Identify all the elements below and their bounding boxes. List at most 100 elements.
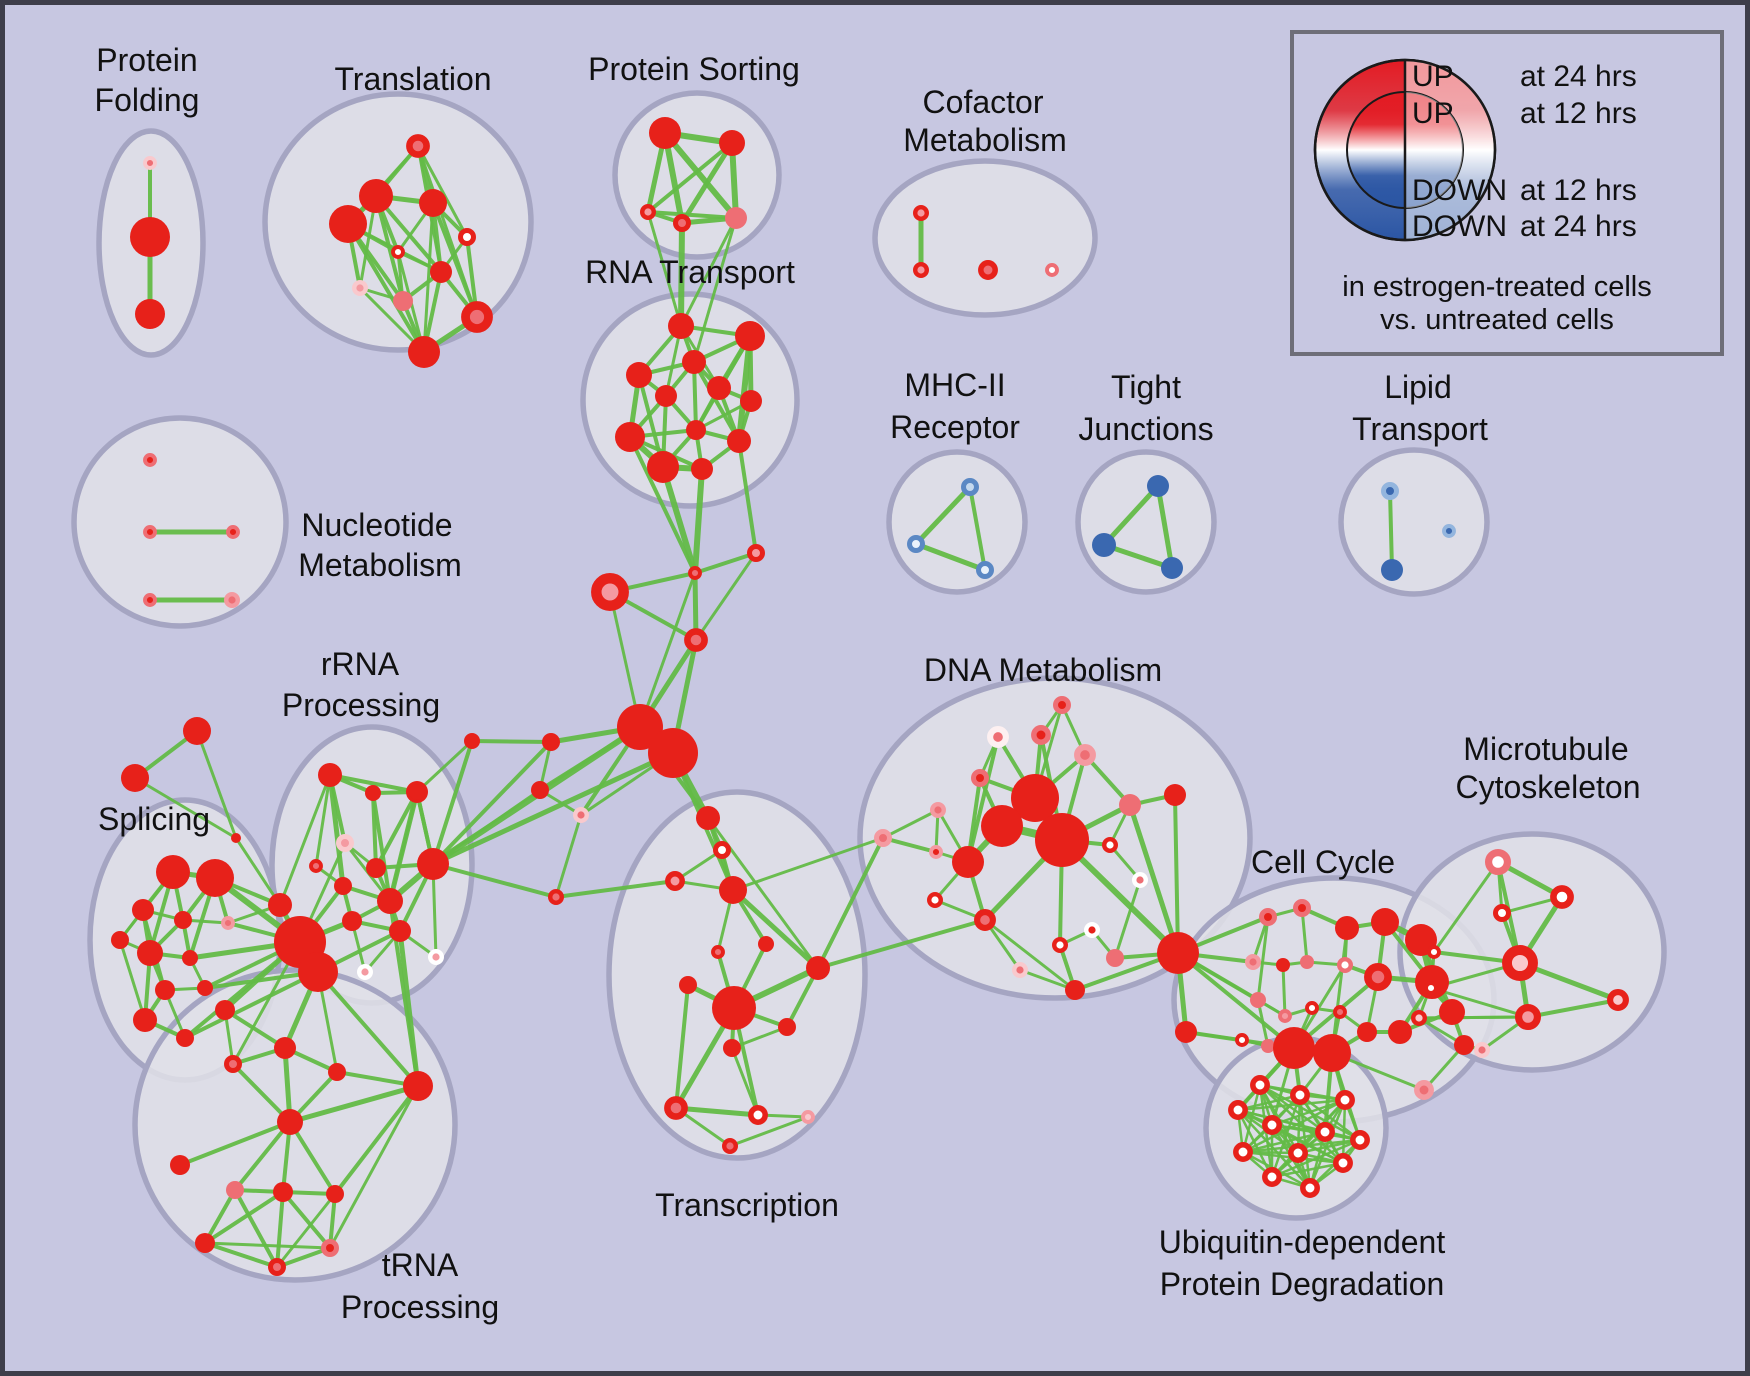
edge-ch0-ch1 — [693, 551, 758, 575]
legend-inner-fade — [1405, 92, 1463, 208]
legend: UP at 24 hrs UP at 12 hrs DOWN at 12 hrs DOWN a… — [1290, 30, 1724, 356]
node-mt0 — [1484, 848, 1511, 875]
node-cc18 — [1313, 1034, 1351, 1072]
node-dm1 — [1031, 725, 1051, 745]
node-tc14 — [801, 1110, 815, 1124]
node-sp3 — [174, 911, 192, 929]
node-rt8 — [686, 420, 706, 440]
node-sp5 — [111, 931, 129, 949]
node-mt7 — [1424, 981, 1438, 995]
edge-ps1-ps3 — [679, 140, 735, 226]
edge-cc2-cc18 — [1330, 926, 1349, 1055]
node-ub0 — [1250, 1075, 1270, 1095]
cluster-label-trna-processing-0: tRNA — [382, 1247, 459, 1283]
edge-dm7-dm8 — [881, 836, 938, 854]
node-rr3 — [336, 834, 354, 852]
node-ch3 — [684, 628, 708, 652]
node-ch2 — [591, 573, 629, 611]
edge-mh1-mh2 — [913, 541, 988, 573]
node-ch1 — [747, 544, 765, 562]
edge-tn7-tn10 — [203, 1188, 237, 1245]
node-dm6 — [1164, 784, 1186, 806]
node-tc1 — [713, 841, 731, 859]
node-rr9 — [342, 911, 362, 931]
edge-tr3-tr10 — [346, 222, 426, 354]
node-sp9 — [197, 980, 213, 996]
edge-tc9-dm15 — [816, 918, 987, 970]
edge-ub0-ub9 — [1258, 1083, 1345, 1165]
edge-ps4-rt3 — [692, 216, 738, 364]
node-cc17 — [1273, 1027, 1315, 1069]
node-sp0 — [156, 855, 190, 889]
edge-ch9-rr8 — [431, 739, 474, 866]
node-dm21 — [1157, 932, 1199, 974]
node-cc2 — [1335, 916, 1359, 940]
edge-tr2-tr10 — [422, 201, 435, 354]
node-cc22 — [1439, 999, 1465, 1025]
edge-rr1-rr7 — [371, 791, 392, 903]
node-tr2 — [419, 189, 447, 217]
node-dm20 — [1012, 962, 1029, 979]
edge-ub2-ub3 — [1236, 1098, 1347, 1112]
node-dm14 — [1131, 872, 1148, 889]
node-mt8 — [1410, 1010, 1427, 1027]
node-rt6 — [655, 385, 677, 407]
node-mt4 — [1514, 1003, 1541, 1030]
node-sx1 — [121, 764, 149, 792]
node-tc4 — [719, 876, 747, 904]
node-mt5 — [1607, 989, 1629, 1011]
cluster-label-ubiquitin-degradation-1: Protein Degradation — [1160, 1266, 1445, 1302]
node-lt1 — [1442, 524, 1456, 538]
legend-box — [1290, 30, 1724, 356]
edge-ch2-ch4 — [608, 590, 642, 729]
edge-sx0-sx2 — [195, 729, 238, 840]
node-ps2 — [640, 203, 657, 220]
edge-tj0-tj2 — [1155, 483, 1175, 571]
edge-sp5-sp10 — [118, 938, 147, 1022]
node-mt6 — [1427, 945, 1441, 959]
node-ps0 — [649, 117, 681, 149]
edge-ch9-ch10 — [415, 739, 474, 794]
node-mh1 — [907, 535, 925, 553]
node-sp10 — [133, 1008, 157, 1032]
edge-ub6-ub8 — [1296, 1138, 1362, 1155]
edge-ub2-ub9 — [1341, 1098, 1347, 1165]
edge-sx1-sx2 — [133, 776, 238, 840]
node-dm19 — [1106, 949, 1124, 967]
node-mh0 — [961, 478, 979, 496]
edge-tn4-sp14 — [316, 970, 420, 1088]
node-rr6 — [334, 877, 352, 895]
node-tr10 — [408, 336, 440, 368]
node-sp8 — [155, 980, 175, 1000]
edge-tc12-tc13 — [673, 1105, 761, 1118]
node-sp4 — [221, 916, 235, 930]
edge-tc4-tc9 — [730, 887, 821, 971]
node-nm4 — [223, 592, 240, 609]
node-sp6 — [137, 940, 163, 966]
node-tj0 — [1147, 475, 1169, 497]
node-rt7 — [615, 422, 645, 452]
node-tn6 — [170, 1155, 190, 1175]
node-ch10 — [409, 784, 425, 800]
edge-tn5-tn9 — [288, 1120, 337, 1196]
edge-mt7-mt4 — [1429, 986, 1530, 1019]
node-dm13 — [1101, 837, 1118, 854]
node-tn7 — [226, 1181, 244, 1199]
cluster-label-nucleotide-metabolism-1: Metabolism — [298, 547, 462, 583]
node-tc10 — [778, 1018, 796, 1036]
node-tc12 — [664, 1096, 688, 1120]
cluster-label-microtubule-cytoskeleton-0: Microtubule — [1463, 731, 1628, 767]
labels-layer: Protein Folding Translation Protein Sorting… — [95, 42, 1641, 1325]
edge-tn9-tn11 — [328, 1192, 337, 1250]
node-ch7 — [531, 781, 549, 799]
cluster-label-tight-junctions-0: Tight — [1111, 369, 1181, 405]
edge-sx2-sp12 — [234, 836, 282, 907]
node-ub8 — [1288, 1143, 1308, 1163]
legend-direction-3: DOWN — [1412, 210, 1507, 243]
node-tn8 — [273, 1182, 293, 1202]
edge-tn10-tn11 — [203, 1241, 332, 1250]
edge-tn4-tn9 — [333, 1084, 420, 1196]
node-ub9 — [1333, 1153, 1353, 1173]
node-tn0 — [215, 1000, 235, 1020]
node-pf1 — [130, 217, 170, 257]
